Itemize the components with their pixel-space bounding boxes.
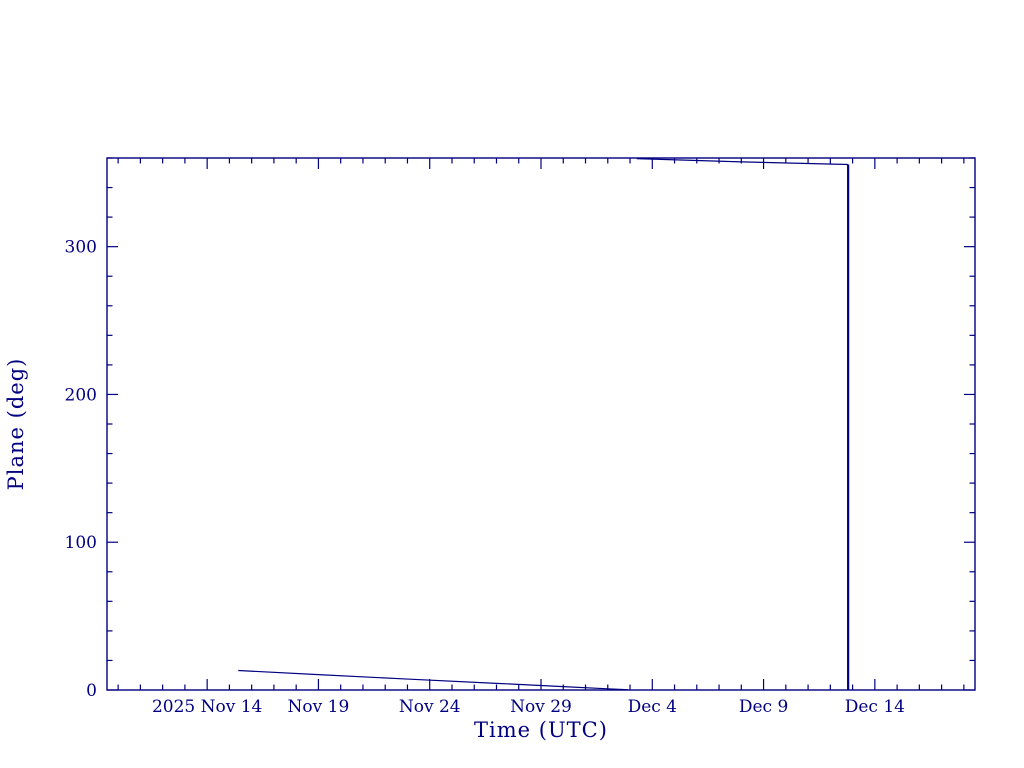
x-tick-label: Dec 4 [628,697,677,717]
y-tick-label: 0 [86,681,97,701]
x-tick-label: Dec 14 [845,697,905,717]
plot-frame [106,157,976,691]
y-tick-label: 200 [65,385,97,405]
y-tick-label: 300 [65,238,97,258]
y-tick-label: 100 [65,533,97,553]
x-tick-label: Dec 9 [739,697,788,717]
series-plane-angle-descending [238,669,628,691]
x-tick-label: Nov 19 [288,697,350,717]
series-plane-angle-after-wrap [636,157,849,166]
x-tick-label: Nov 24 [399,697,461,717]
x-axis-label: Time (UTC) [474,718,608,742]
x-tick-label: 2025 Nov 14 [152,697,262,717]
x-tick-label: Nov 29 [510,697,572,717]
y-axis-label: Plane (deg) [4,357,28,491]
